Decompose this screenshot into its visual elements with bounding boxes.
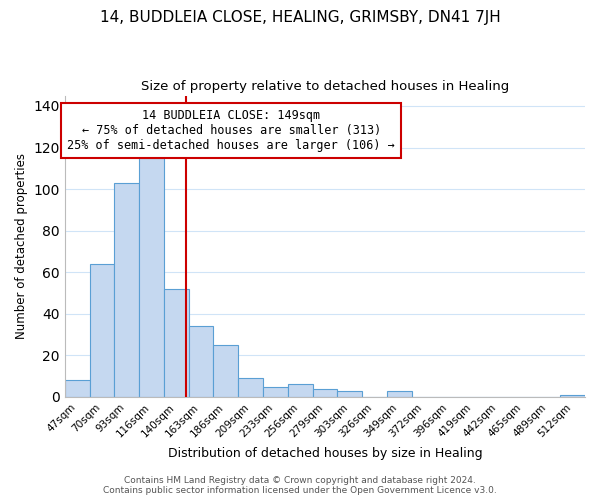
Bar — [139, 158, 164, 397]
Bar — [65, 380, 89, 397]
Bar — [164, 289, 188, 397]
Bar — [288, 384, 313, 397]
Bar — [263, 386, 288, 397]
Bar — [560, 395, 585, 397]
Bar — [387, 390, 412, 397]
Bar — [238, 378, 263, 397]
Bar — [337, 390, 362, 397]
Y-axis label: Number of detached properties: Number of detached properties — [15, 154, 28, 340]
Title: Size of property relative to detached houses in Healing: Size of property relative to detached ho… — [141, 80, 509, 93]
Bar — [115, 183, 139, 397]
Bar — [89, 264, 115, 397]
Text: Contains HM Land Registry data © Crown copyright and database right 2024.
Contai: Contains HM Land Registry data © Crown c… — [103, 476, 497, 495]
Bar — [313, 388, 337, 397]
Text: 14, BUDDLEIA CLOSE, HEALING, GRIMSBY, DN41 7JH: 14, BUDDLEIA CLOSE, HEALING, GRIMSBY, DN… — [100, 10, 500, 25]
X-axis label: Distribution of detached houses by size in Healing: Distribution of detached houses by size … — [167, 447, 482, 460]
Text: 14 BUDDLEIA CLOSE: 149sqm
← 75% of detached houses are smaller (313)
25% of semi: 14 BUDDLEIA CLOSE: 149sqm ← 75% of detac… — [67, 109, 395, 152]
Bar — [214, 345, 238, 397]
Bar — [188, 326, 214, 397]
